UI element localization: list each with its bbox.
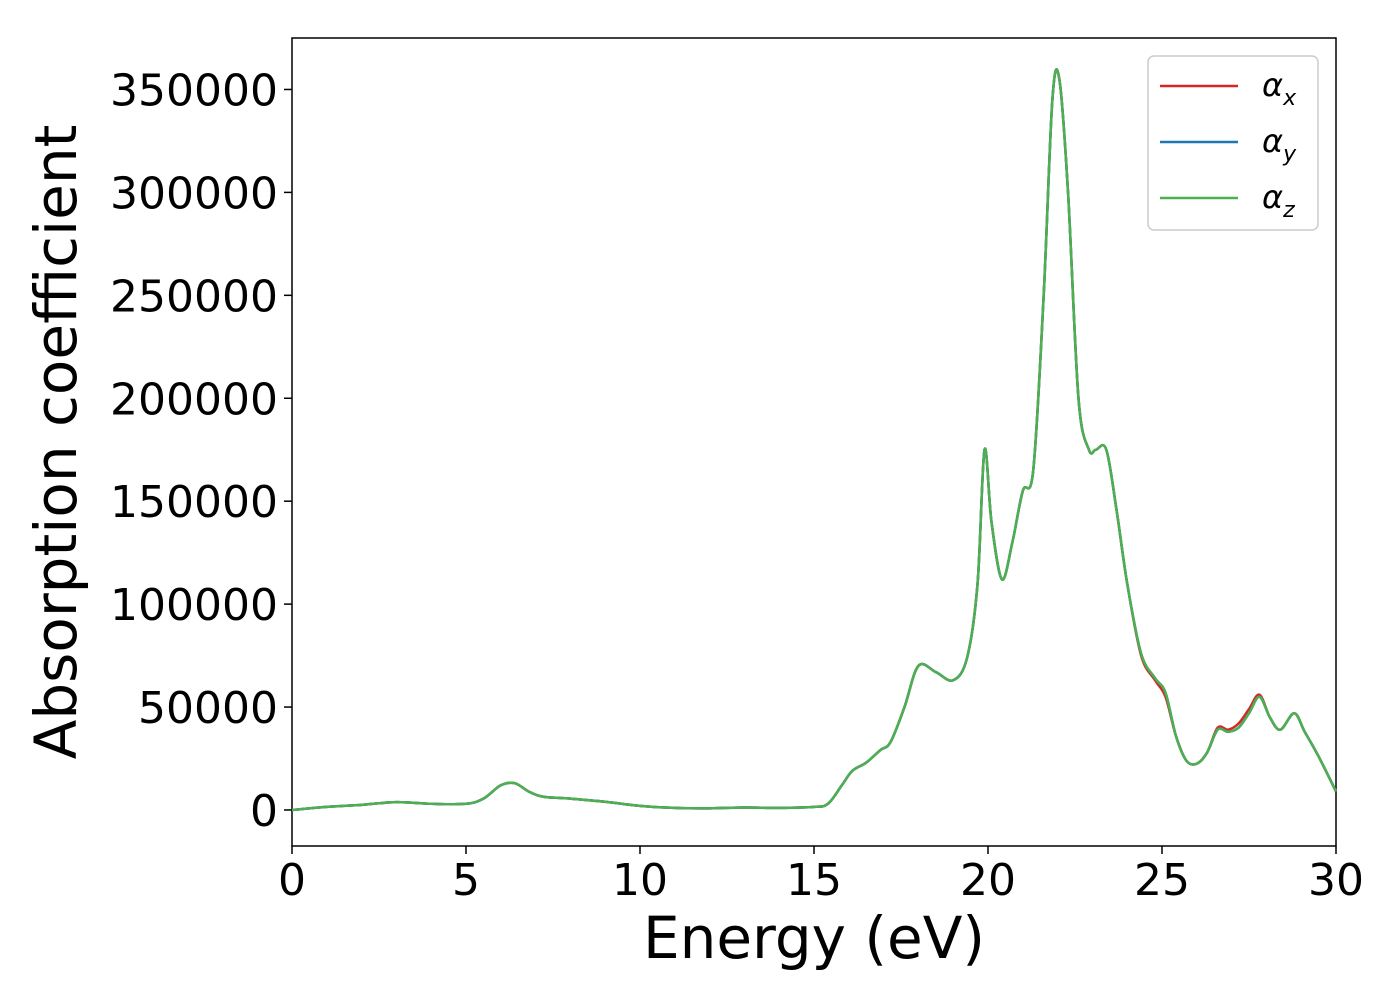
- x-tick-label: 20: [960, 855, 1016, 906]
- y-tick-label: 200000: [110, 374, 278, 425]
- legend-symbol: α: [1262, 178, 1283, 216]
- x-tick-label: 5: [452, 855, 480, 906]
- x-axis-ticks: 0 5 10 15 20 25 30: [278, 846, 1364, 906]
- y-tick-label: 300000: [110, 168, 278, 219]
- x-tick-label: 10: [612, 855, 668, 906]
- y-axis-ticks: 0 50000 100000 150000 200000 250000 300000 3500…: [110, 65, 292, 837]
- legend-label: αx: [1262, 66, 1297, 111]
- y-tick-label: 350000: [110, 65, 278, 116]
- legend-symbol: α: [1262, 66, 1283, 104]
- x-tick-label: 30: [1308, 855, 1364, 906]
- y-tick-label: 0: [250, 786, 278, 837]
- legend-subscript: z: [1282, 198, 1295, 223]
- legend-symbol: α: [1262, 122, 1283, 160]
- y-tick-label: 150000: [110, 477, 278, 528]
- y-axis-label: Absorption coefficient: [22, 125, 90, 760]
- legend-subscript: x: [1282, 86, 1297, 111]
- x-axis-label: Energy (eV): [643, 904, 985, 972]
- legend-subscript: y: [1282, 142, 1297, 167]
- y-tick-label: 50000: [138, 683, 278, 734]
- series-line-z: [291, 68, 1338, 812]
- x-tick-label: 25: [1134, 855, 1190, 906]
- legend-label: αz: [1262, 178, 1295, 223]
- y-tick-label: 100000: [110, 580, 278, 631]
- legend-label: αy: [1262, 122, 1297, 167]
- y-tick-label: 250000: [110, 271, 278, 322]
- x-tick-label: 15: [786, 855, 842, 906]
- x-tick-label: 0: [278, 855, 306, 906]
- series-layer: [291, 68, 1338, 812]
